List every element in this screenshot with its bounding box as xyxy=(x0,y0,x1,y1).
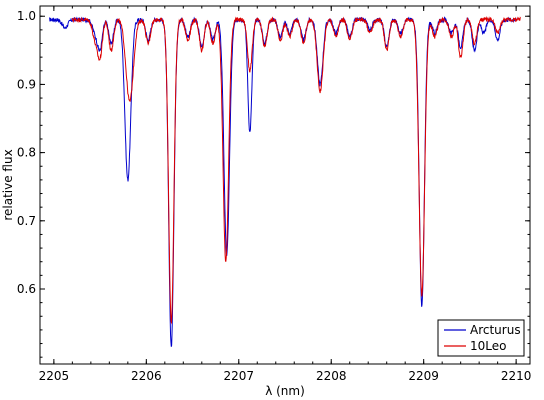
y-tick-label: 1.0 xyxy=(17,9,36,23)
series-line-10leo xyxy=(71,15,521,325)
legend: Arcturus 10Leo xyxy=(437,319,525,357)
series-layer xyxy=(49,15,521,347)
plot-frame xyxy=(39,5,531,365)
x-tick-label: 2208 xyxy=(316,369,347,383)
x-axis-label: λ (nm) xyxy=(265,384,305,398)
y-axis: 0.6 0.7 0.8 0.9 1.0 xyxy=(17,9,530,358)
y-axis-label: relative flux xyxy=(1,149,15,220)
legend-label-arcturus: Arcturus xyxy=(470,323,521,337)
x-tick-label: 2209 xyxy=(408,369,439,383)
x-axis: 2205 2206 2207 2208 2209 2210 xyxy=(39,6,532,383)
legend-box xyxy=(437,319,525,357)
y-tick-label: 0.7 xyxy=(17,214,36,228)
y-tick-label: 0.8 xyxy=(17,146,36,160)
x-tick-label: 2207 xyxy=(224,369,255,383)
y-tick-label: 0.9 xyxy=(17,77,36,91)
series-line-arcturus xyxy=(49,16,517,347)
legend-label-10leo: 10Leo xyxy=(470,339,506,353)
x-tick-label: 2205 xyxy=(39,369,70,383)
x-tick-label: 2206 xyxy=(131,369,162,383)
x-tick-label: 2210 xyxy=(501,369,532,383)
y-tick-label: 0.6 xyxy=(17,282,36,296)
